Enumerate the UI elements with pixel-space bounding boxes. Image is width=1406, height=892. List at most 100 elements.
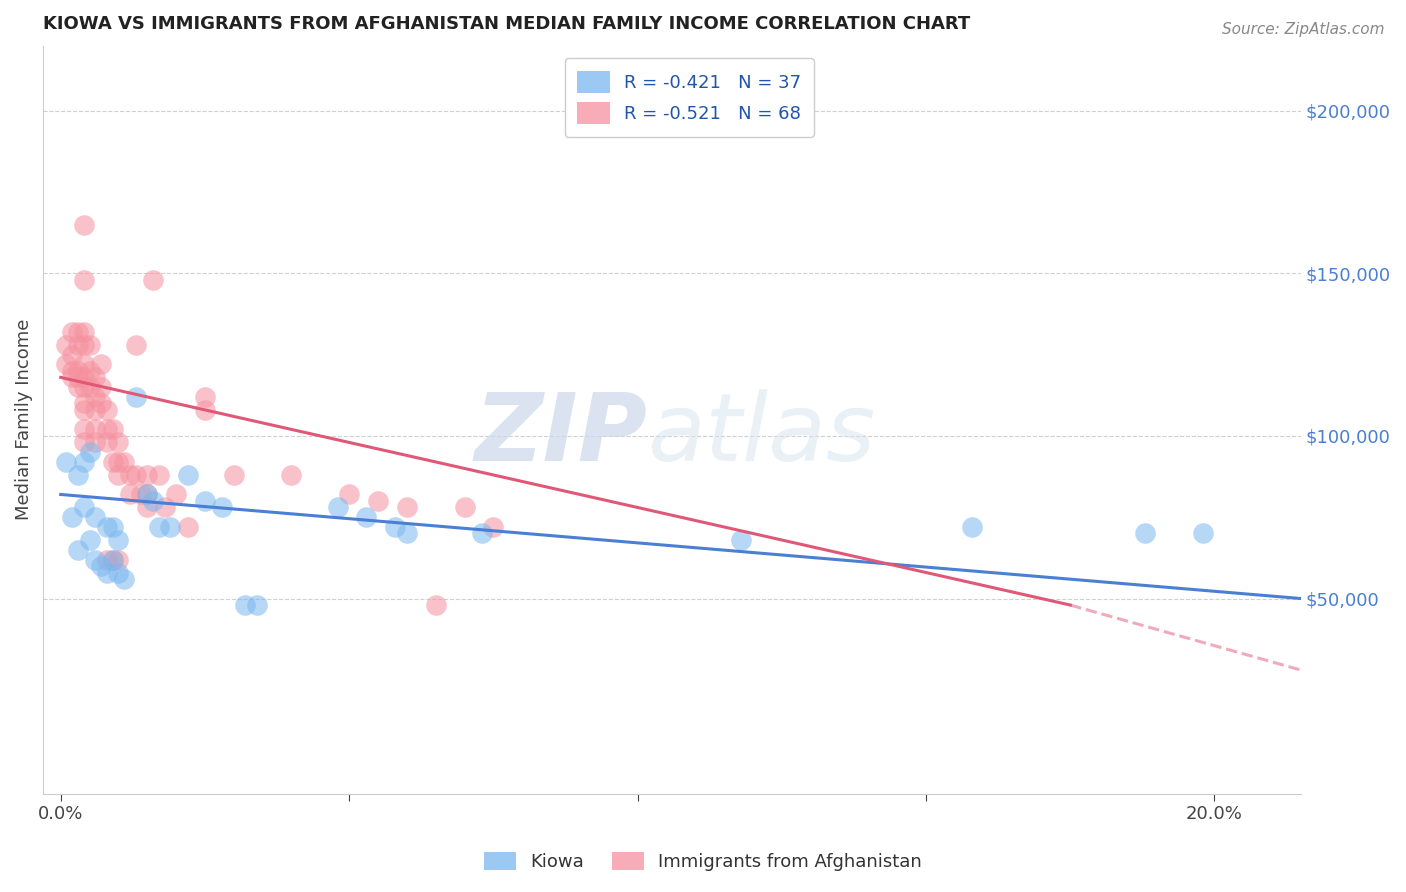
Point [222,467,245,482]
Point [55,455,77,469]
Point [356,510,378,524]
Point [84,403,107,417]
Point [326,500,349,515]
Point [60,325,83,339]
Point [159,520,181,534]
Point [453,500,475,515]
Point [66,467,89,482]
Point [84,390,107,404]
Point [84,552,107,566]
Point [107,467,129,482]
Point [66,380,89,394]
Point [73,455,96,469]
Point [101,520,124,534]
Point [55,338,77,352]
Point [233,598,256,612]
Point [73,380,96,394]
Point [60,364,83,378]
Point [112,572,135,586]
Point [66,338,89,352]
Point [136,467,159,482]
Point [118,467,141,482]
Point [194,390,217,404]
Point [73,435,96,450]
Point [194,494,217,508]
Point [101,422,124,436]
Point [246,598,269,612]
Point [367,494,389,508]
Point [79,533,101,547]
Point [84,370,107,384]
Point [131,487,153,501]
Point [107,533,129,547]
Point [96,520,118,534]
Point [96,435,118,450]
Point [60,348,83,362]
Point [280,467,302,482]
Point [960,520,983,534]
Point [101,552,124,566]
Point [176,520,198,534]
Text: KIOWA VS IMMIGRANTS FROM AFGHANISTAN MEDIAN FAMILY INCOME CORRELATION CHART: KIOWA VS IMMIGRANTS FROM AFGHANISTAN MED… [44,15,970,33]
Point [395,526,418,541]
Point [96,566,118,580]
Point [118,487,141,501]
Point [142,273,165,287]
Point [73,396,96,410]
Point [73,218,96,232]
Point [84,510,107,524]
Point [79,380,101,394]
Point [66,542,89,557]
Point [84,435,107,450]
Point [482,520,505,534]
Point [136,500,159,515]
Legend: R = -0.421   N = 37, R = -0.521   N = 68: R = -0.421 N = 37, R = -0.521 N = 68 [565,59,814,136]
Point [425,598,447,612]
Text: Source: ZipAtlas.com: Source: ZipAtlas.com [1222,22,1385,37]
Point [148,467,170,482]
Point [165,487,187,501]
Point [1135,526,1157,541]
Point [337,487,360,501]
Point [142,494,165,508]
Point [79,338,101,352]
Point [90,358,112,372]
Point [136,487,159,501]
Point [125,338,148,352]
Point [136,487,159,501]
Point [153,500,176,515]
Point [384,520,406,534]
Point [79,364,101,378]
Point [73,358,96,372]
Point [90,396,112,410]
Text: ZIP: ZIP [474,389,647,481]
Point [90,559,112,574]
Point [125,467,148,482]
Point [66,370,89,384]
Point [730,533,752,547]
Point [73,338,96,352]
Y-axis label: Median Family Income: Median Family Income [15,319,32,520]
Point [112,455,135,469]
Point [96,403,118,417]
Legend: Kiowa, Immigrants from Afghanistan: Kiowa, Immigrants from Afghanistan [477,845,929,879]
Point [73,422,96,436]
Point [73,325,96,339]
Point [471,526,494,541]
Point [176,467,198,482]
Point [107,455,129,469]
Point [101,552,124,566]
Point [90,380,112,394]
Point [60,510,83,524]
Point [395,500,418,515]
Point [66,325,89,339]
Point [107,566,129,580]
Point [107,435,129,450]
Point [125,390,148,404]
Text: atlas: atlas [647,389,876,480]
Point [73,500,96,515]
Point [101,455,124,469]
Point [84,422,107,436]
Point [60,370,83,384]
Point [73,403,96,417]
